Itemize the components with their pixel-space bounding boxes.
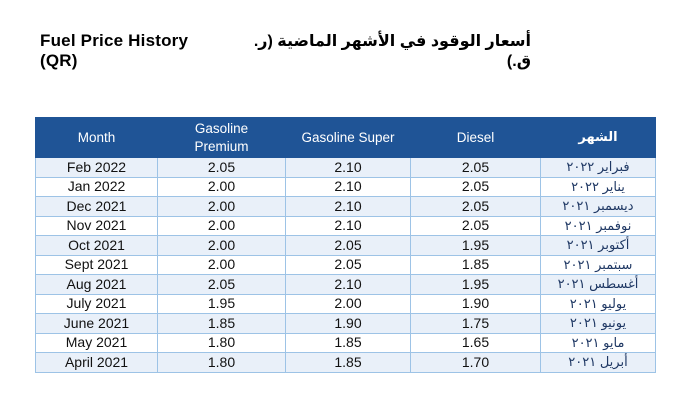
table-row: Feb 2022 2.05 2.10 2.05 فبراير ٢٠٢٢: [35, 157, 656, 178]
table-cell-month: Aug 2021: [35, 274, 158, 295]
table-cell-gasoline-super: 2.05: [285, 254, 411, 275]
table-cell-diesel: 1.85: [410, 254, 541, 275]
table-cell-gasoline-super: 2.10: [285, 157, 411, 178]
table-row: April 2021 1.80 1.85 1.70 أبريل ٢٠٢١: [35, 352, 656, 373]
table-cell-gasoline-premium: 2.00: [157, 254, 286, 275]
table-cell-gasoline-super: 2.10: [285, 274, 411, 295]
table-cell-month-arabic: ديسمبر ٢٠٢١: [540, 196, 656, 217]
table-row: June 2021 1.85 1.90 1.75 يونيو ٢٠٢١: [35, 313, 656, 334]
table-row: Sept 2021 2.00 2.05 1.85 سبتمبر ٢٠٢١: [35, 254, 656, 275]
table-cell-month: April 2021: [35, 352, 158, 373]
column-header-diesel: Diesel: [410, 117, 541, 158]
table-cell-month: July 2021: [35, 293, 158, 314]
table-cell-diesel: 2.05: [410, 176, 541, 197]
table-cell-month-arabic: يناير ٢٠٢٢: [540, 176, 656, 197]
column-header-gasoline-super: Gasoline Super: [285, 117, 411, 158]
table-cell-gasoline-premium: 2.05: [157, 274, 286, 295]
table-row: July 2021 1.95 2.00 1.90 يوليو ٢٠٢١: [35, 293, 656, 314]
table-row: Nov 2021 2.00 2.10 2.05 نوفمبر ٢٠٢١: [35, 215, 656, 236]
table-body: Feb 2022 2.05 2.10 2.05 فبراير ٢٠٢٢ Jan 2022 2…: [35, 157, 656, 373]
table-cell-gasoline-premium: 1.80: [157, 352, 286, 373]
table-cell-diesel: 2.05: [410, 157, 541, 178]
table-cell-month: June 2021: [35, 313, 158, 334]
title-bar: Fuel Price History (QR) أسعار الوقود في …: [0, 0, 691, 71]
table-cell-diesel: 1.90: [410, 293, 541, 314]
table-cell-month: Oct 2021: [35, 235, 158, 256]
table-cell-month: Nov 2021: [35, 215, 158, 236]
table-cell-month: Sept 2021: [35, 254, 158, 275]
table-row: Oct 2021 2.00 2.05 1.95 أكتوبر ٢٠٢١: [35, 235, 656, 256]
table-cell-diesel: 2.05: [410, 215, 541, 236]
table-cell-gasoline-premium: 2.05: [157, 157, 286, 178]
page-title-english: Fuel Price History (QR): [40, 31, 189, 70]
table-cell-month-arabic: مايو ٢٠٢١: [540, 332, 656, 353]
table-cell-month-arabic: فبراير ٢٠٢٢: [540, 157, 656, 178]
table-row: May 2021 1.80 1.85 1.65 مايو ٢٠٢١: [35, 332, 656, 353]
column-header-month-arabic: الشهر: [540, 117, 656, 158]
table-cell-diesel: 1.65: [410, 332, 541, 353]
table-cell-diesel: 1.75: [410, 313, 541, 334]
table-cell-gasoline-super: 2.10: [285, 215, 411, 236]
table-cell-gasoline-premium: 1.85: [157, 313, 286, 334]
table-row: Dec 2021 2.00 2.10 2.05 ديسمبر ٢٠٢١: [35, 196, 656, 217]
table-cell-month-arabic: أبريل ٢٠٢١: [540, 352, 656, 373]
fuel-price-table: Month Gasoline Premium Gasoline Super Di…: [35, 117, 656, 373]
table-cell-gasoline-super: 1.85: [285, 352, 411, 373]
table-cell-month-arabic: نوفمبر ٢٠٢١: [540, 215, 656, 236]
table-row: Jan 2022 2.00 2.10 2.05 يناير ٢٠٢٢: [35, 176, 656, 197]
table-cell-month-arabic: أكتوبر ٢٠٢١: [540, 235, 656, 256]
table-cell-gasoline-premium: 2.00: [157, 176, 286, 197]
table-cell-month: May 2021: [35, 332, 158, 353]
column-header-gasoline-premium: Gasoline Premium: [157, 117, 286, 158]
table-cell-gasoline-premium: 2.00: [157, 215, 286, 236]
table-cell-gasoline-premium: 2.00: [157, 235, 286, 256]
table-cell-diesel: 1.95: [410, 274, 541, 295]
table-cell-gasoline-premium: 1.80: [157, 332, 286, 353]
table-cell-month: Feb 2022: [35, 157, 158, 178]
table-cell-gasoline-super: 2.10: [285, 196, 411, 217]
table-cell-diesel: 1.70: [410, 352, 541, 373]
table-cell-gasoline-super: 1.90: [285, 313, 411, 334]
table-cell-month-arabic: يوليو ٢٠٢١: [540, 293, 656, 314]
table-row: Aug 2021 2.05 2.10 1.95 أغسطس ٢٠٢١: [35, 274, 656, 295]
table-cell-gasoline-premium: 2.00: [157, 196, 286, 217]
table-cell-gasoline-super: 1.85: [285, 332, 411, 353]
table-cell-gasoline-premium: 1.95: [157, 293, 286, 314]
table-cell-gasoline-super: 2.10: [285, 176, 411, 197]
table-cell-month-arabic: أغسطس ٢٠٢١: [540, 274, 656, 295]
table-header-row: Month Gasoline Premium Gasoline Super Di…: [35, 117, 656, 158]
table-cell-month-arabic: يونيو ٢٠٢١: [540, 313, 656, 334]
table-cell-month: Jan 2022: [35, 176, 158, 197]
table-cell-month-arabic: سبتمبر ٢٠٢١: [540, 254, 656, 275]
table-cell-gasoline-super: 2.05: [285, 235, 411, 256]
column-header-month: Month: [35, 117, 158, 158]
table-cell-diesel: 1.95: [410, 235, 541, 256]
table-cell-gasoline-super: 2.00: [285, 293, 411, 314]
table-cell-month: Dec 2021: [35, 196, 158, 217]
table-cell-diesel: 2.05: [410, 196, 541, 217]
page-title-arabic: أسعار الوقود في الأشهر الماضية (ر. ق.): [253, 33, 531, 70]
